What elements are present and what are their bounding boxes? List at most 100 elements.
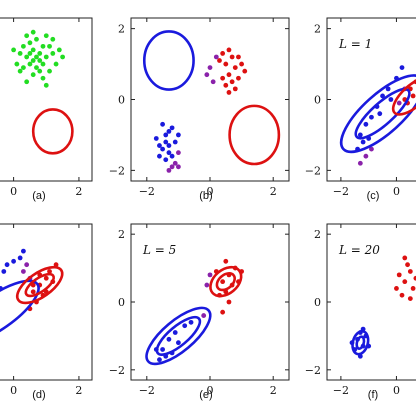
data-point xyxy=(176,132,181,138)
plot-frame xyxy=(0,17,93,182)
data-point xyxy=(11,47,16,53)
x-tick-label: 2 xyxy=(270,384,277,397)
panel-b: −2 0 2 2 0 −2 (b) xyxy=(109,17,290,202)
plot-area xyxy=(349,255,416,359)
gaussian-ellipse xyxy=(15,265,64,305)
data-point xyxy=(43,33,49,39)
data-point xyxy=(363,121,369,127)
panel-caption: (a) xyxy=(32,190,45,202)
panel-caption: (f) xyxy=(368,389,378,401)
data-point xyxy=(176,340,181,346)
gaussian-ellipse xyxy=(215,272,236,292)
data-point xyxy=(396,100,402,106)
data-point xyxy=(242,68,248,74)
gaussian-ellipse xyxy=(142,30,195,91)
data-point xyxy=(160,347,166,352)
y-tick-label: 0 xyxy=(118,296,125,309)
plot-area xyxy=(0,248,64,345)
plot-frame xyxy=(0,223,93,381)
plot-area xyxy=(142,30,281,173)
data-point xyxy=(239,61,245,67)
data-point xyxy=(47,68,52,74)
data-point xyxy=(27,40,33,46)
gaussian-ellipse xyxy=(24,272,55,298)
data-point xyxy=(410,286,416,291)
data-point xyxy=(399,65,405,71)
data-point xyxy=(357,132,363,138)
data-point xyxy=(157,143,162,148)
data-point xyxy=(229,54,235,60)
data-point xyxy=(47,269,52,274)
panel-d: 0 2 (d) xyxy=(0,223,93,401)
data-point xyxy=(153,136,159,141)
data-point xyxy=(21,65,26,71)
data-point xyxy=(17,68,23,74)
data-point xyxy=(407,269,413,274)
gaussian-ellipse xyxy=(391,76,416,116)
data-point xyxy=(30,47,36,53)
data-point xyxy=(407,296,413,302)
data-point xyxy=(30,58,36,63)
data-point xyxy=(188,319,194,325)
y-tick-label: 2 xyxy=(118,228,125,241)
data-point xyxy=(236,75,241,81)
data-point xyxy=(166,128,172,134)
data-point xyxy=(204,72,210,78)
data-point xyxy=(385,86,391,92)
data-point xyxy=(220,75,226,81)
y-tick-label: −2 xyxy=(109,364,125,377)
data-point xyxy=(405,262,410,268)
x-tick-label: −2 xyxy=(139,384,155,397)
data-point xyxy=(402,255,408,261)
data-point xyxy=(399,292,405,298)
data-point xyxy=(413,275,416,281)
data-point xyxy=(204,282,210,288)
y-tick-label: 2 xyxy=(314,23,321,36)
data-point xyxy=(220,51,226,56)
data-point xyxy=(40,43,46,49)
data-point xyxy=(163,157,169,163)
data-point xyxy=(50,51,56,56)
data-point xyxy=(1,269,7,274)
data-point xyxy=(169,125,175,131)
data-point xyxy=(213,54,219,60)
data-point xyxy=(166,150,172,156)
y-tick-label: −2 xyxy=(305,164,321,177)
data-point xyxy=(226,72,232,78)
data-point xyxy=(163,139,169,145)
data-point xyxy=(166,143,172,148)
data-point xyxy=(37,68,43,74)
y-tick-label: −2 xyxy=(109,164,125,177)
x-tick-label: 2 xyxy=(75,384,82,397)
panel-annotation: L = 20 xyxy=(338,243,380,257)
data-point xyxy=(14,61,20,67)
gaussian-ellipse xyxy=(155,315,202,356)
x-tick-label: 0 xyxy=(393,185,400,198)
plot-area xyxy=(145,258,245,366)
data-point xyxy=(37,58,43,63)
data-point xyxy=(53,61,59,67)
data-point xyxy=(43,275,49,281)
data-point xyxy=(27,51,33,56)
data-point xyxy=(24,262,30,268)
data-point xyxy=(157,357,162,363)
data-point xyxy=(163,132,169,138)
data-point xyxy=(40,75,46,81)
gaussian-ellipse xyxy=(354,87,411,140)
data-point xyxy=(30,29,36,35)
data-point xyxy=(37,51,43,56)
data-point xyxy=(172,330,178,335)
data-point xyxy=(176,150,181,156)
gaussian-ellipse xyxy=(351,329,370,356)
x-tick-label: 0 xyxy=(207,384,214,397)
x-tick-label: −2 xyxy=(333,384,349,397)
gaussian-ellipse xyxy=(0,279,40,345)
data-point xyxy=(402,279,408,285)
data-point xyxy=(56,47,62,53)
data-point xyxy=(226,299,232,305)
data-point xyxy=(396,272,402,278)
data-point xyxy=(236,54,241,60)
data-point xyxy=(11,258,16,264)
data-point xyxy=(34,54,39,60)
y-tick-label: 0 xyxy=(314,296,321,309)
